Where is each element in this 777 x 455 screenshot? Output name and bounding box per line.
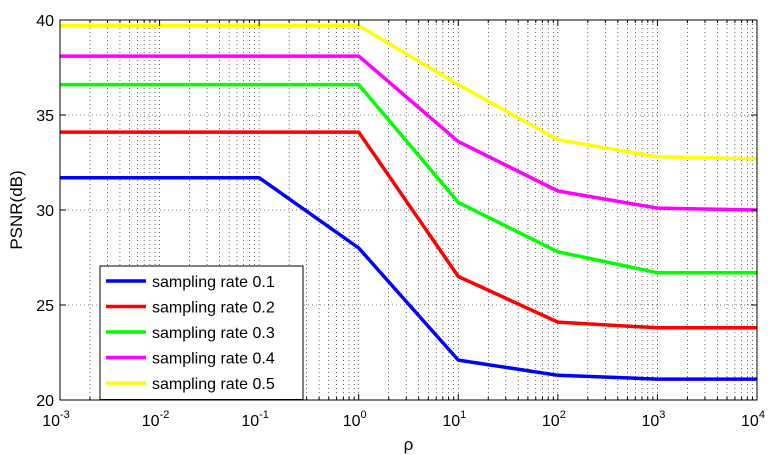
series-line-5	[60, 23, 758, 161]
x-tick-label: 102	[542, 409, 566, 430]
y-tick-label: 25	[36, 298, 54, 315]
legend-box	[99, 265, 304, 400]
legend-label: sampling rate 0.2	[152, 300, 275, 317]
y-axis-label: PSNR(dB)	[7, 170, 26, 249]
legend-label: sampling rate 0.4	[152, 351, 275, 368]
axis-ticks: 10-3 10-2 10-1 100 101 102 103 104 20 25 30 35 40	[36, 13, 765, 430]
legend-label: sampling rate 0.5	[152, 376, 275, 393]
x-tick-label: 10-2	[142, 409, 170, 430]
y-tick-label: 30	[36, 203, 54, 220]
series-line-1	[60, 175, 757, 381]
y-tick-label: 20	[36, 393, 54, 410]
x-axis-label: ρ	[404, 435, 414, 454]
x-tick-label: 100	[343, 409, 367, 430]
y-tick-label: 35	[36, 108, 54, 125]
x-tick-label: 10-1	[241, 409, 269, 430]
legend-label: sampling rate 0.3	[152, 325, 275, 342]
x-tick-label: 103	[641, 409, 665, 430]
series-line-3	[60, 82, 757, 275]
series-lines	[60, 23, 758, 381]
legend: sampling rate 0.1 sampling rate 0.2 sampli…	[99, 265, 304, 400]
legend-label: sampling rate 0.1	[152, 274, 275, 291]
x-tick-label: 104	[741, 409, 765, 430]
x-tick-label: 10-3	[42, 409, 70, 430]
series-line-2	[60, 130, 757, 330]
series-line-4	[60, 54, 758, 212]
x-tick-label: 101	[442, 409, 466, 430]
y-tick-label: 40	[36, 13, 54, 30]
